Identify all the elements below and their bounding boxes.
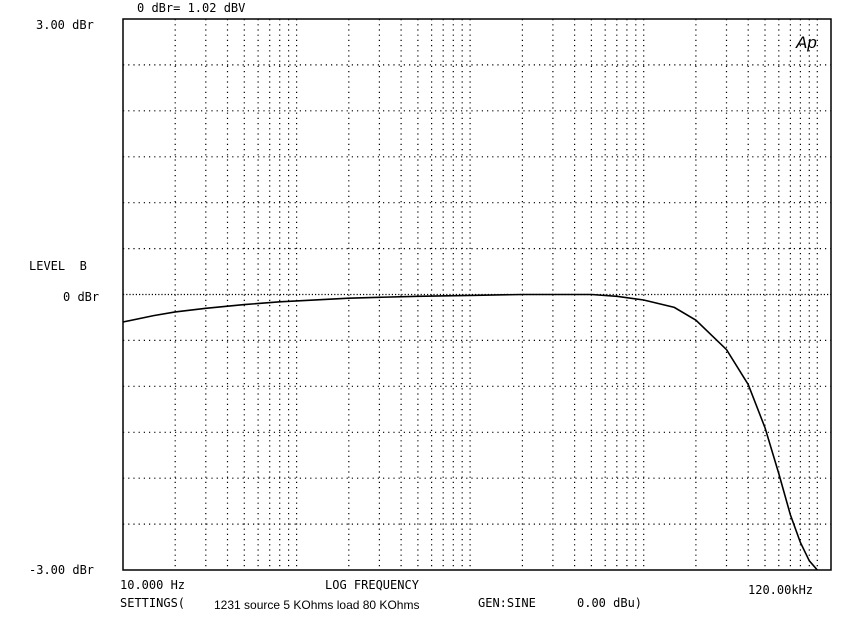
x-tick-label-right: 120.00kHz bbox=[748, 583, 814, 597]
ap-logo: Ap bbox=[796, 33, 817, 52]
y-tick-label-bottom: -3.00 dBr bbox=[29, 563, 95, 577]
x-tick-label-left: 10.000 Hz bbox=[120, 578, 186, 592]
y-axis-title: LEVEL B bbox=[29, 259, 87, 273]
settings-description: 1231 source 5 KOhms load 80 KOhms bbox=[214, 598, 420, 612]
generator-label: GEN:SINE bbox=[478, 596, 536, 610]
plot-frame bbox=[122, 18, 832, 571]
x-axis-title: LOG FREQUENCY bbox=[325, 578, 419, 592]
reference-level-label: 0 dBr= 1.02 dBV bbox=[137, 1, 246, 15]
settings-prefix: SETTINGS( bbox=[120, 596, 186, 610]
y-tick-label-top: 3.00 dBr bbox=[36, 18, 94, 32]
response-curve bbox=[122, 293, 818, 571]
y-tick-label-mid: 0 dBr bbox=[63, 290, 100, 304]
generator-level: 0.00 dBu) bbox=[577, 596, 643, 610]
